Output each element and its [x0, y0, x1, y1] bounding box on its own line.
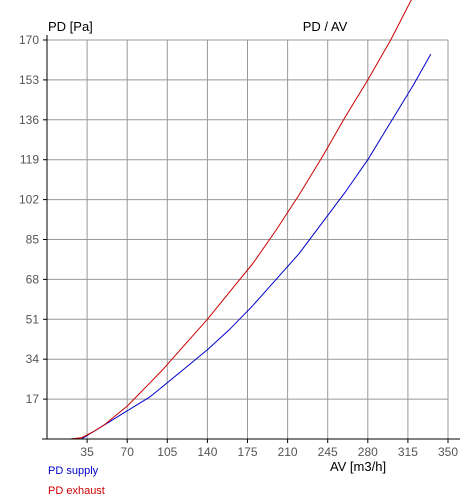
- y-tick-label-0: 17: [26, 392, 40, 406]
- x-tick-label-6: 245: [318, 445, 338, 459]
- chart-title: PD / AV: [303, 19, 348, 34]
- series-line-pd-supply: [81, 53, 432, 439]
- x-axis-label: AV [m3/h]: [330, 459, 386, 474]
- y-tick-label-9: 170: [19, 33, 39, 47]
- series-line-pd-exhaust: [69, 0, 412, 439]
- y-tick-label-8: 153: [19, 73, 39, 87]
- y-tick-label-1: 34: [26, 352, 40, 366]
- x-tick-label-2: 105: [157, 445, 177, 459]
- legend-entry-pd-supply: PD supply: [48, 465, 99, 477]
- x-tick-label-5: 210: [278, 445, 298, 459]
- y-tick-label-3: 68: [26, 272, 40, 286]
- x-tick-label-9: 350: [438, 445, 458, 459]
- axes: [42, 35, 460, 443]
- x-tick-label-1: 70: [121, 445, 135, 459]
- y-tick-label-2: 51: [26, 312, 40, 326]
- y-tick-label-6: 119: [20, 153, 39, 167]
- x-tick-label-0: 35: [80, 445, 94, 459]
- tick-labels: 35 70 105 140 175 210 245 280 315 350 17 34 51 68 85 10…: [19, 33, 458, 459]
- y-tick-label-5: 102: [19, 193, 39, 207]
- x-tick-label-8: 315: [398, 445, 418, 459]
- y-tick-label-7: 136: [19, 113, 39, 127]
- x-tick-label-7: 280: [358, 445, 378, 459]
- y-tick-label-4: 85: [26, 233, 40, 247]
- y-axis-label: PD [Pa]: [48, 19, 93, 34]
- x-tick-label-3: 140: [197, 445, 217, 459]
- x-tick-label-4: 175: [237, 445, 257, 459]
- grid: [47, 39, 449, 439]
- series-group: [69, 0, 432, 439]
- legend-entry-pd-exhaust: PD exhaust: [48, 485, 105, 497]
